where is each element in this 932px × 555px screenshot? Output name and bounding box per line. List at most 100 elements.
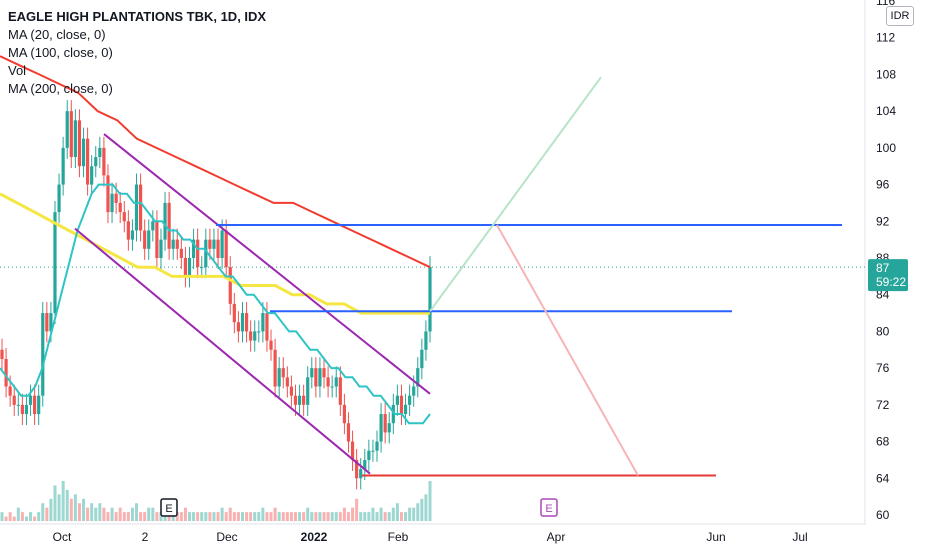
volume-bar [65,489,69,521]
volume-bar [4,516,8,521]
volume-bar [428,481,432,521]
legend-ma20[interactable]: MA (20, close, 0) [8,27,106,42]
candle-body [110,193,114,213]
volume-bar [424,494,428,521]
volume-bar [53,485,57,521]
volume-bar [69,498,73,521]
volume-bar [334,512,338,521]
candle-body [269,340,273,350]
candle-body [102,147,106,176]
volume-bar [216,512,220,521]
candle-body [24,404,29,415]
candle-body [220,230,224,258]
volume-bar [257,512,261,521]
volume-bar [212,512,216,521]
candle-body [318,368,322,387]
volume-bar [20,512,24,521]
volume-bar [188,512,192,521]
candle-body [285,377,289,387]
volume-bar [261,507,265,521]
candle-body [277,368,281,387]
candle-body [261,313,265,332]
volume-bar [391,507,395,521]
y-tick-label: 116 [876,0,895,8]
earnings-marker-label: E [545,503,552,515]
volume-bar [322,512,326,521]
candle-body [86,138,90,185]
volume-bar [395,503,399,521]
volume-bar [73,494,77,521]
legend-ma100[interactable]: MA (100, close, 0) [8,45,113,60]
y-tick-label: 68 [876,435,890,449]
candle-body [94,157,98,167]
volume-bar [383,512,387,521]
candle-body [122,212,126,222]
candle-body [403,404,408,415]
candle-body [175,239,179,249]
candle-body [224,230,228,268]
candle-body [228,267,232,304]
x-tick-label: Feb [388,530,409,544]
legend-vol[interactable]: Vol [8,63,27,78]
volume-bar [24,516,28,521]
candle-body [253,331,257,341]
volume-bar [314,512,318,521]
candle-body [20,404,24,415]
candle-body [334,377,338,387]
volume-bar [289,512,293,521]
candle-body [212,239,216,249]
candle-body [98,147,102,158]
candle-body [8,386,12,396]
volume-bar [126,512,130,521]
candle-body [155,221,159,258]
volume-bar [118,507,122,521]
volume-bar [285,512,289,521]
volume-bar [399,512,403,521]
volume-bar [86,507,90,521]
candle-body [310,368,314,378]
volume-bar [12,516,16,521]
volume-bar [175,512,179,521]
volume-bar [77,503,81,521]
y-tick-label: 80 [876,324,890,338]
volume-bar [371,507,375,521]
volume-bar [82,498,86,521]
volume-bar [98,503,102,521]
candle-body [0,349,4,359]
candle-body [106,175,110,213]
legend-ma200[interactable]: MA (200, close, 0) [8,81,113,96]
volume-bar [49,498,53,521]
volume-bar [33,516,37,521]
ma20-line [0,183,431,425]
currency-badge[interactable]: IDR [886,6,914,26]
candle-body [191,239,196,258]
candle-body [350,441,355,460]
volume-bar [367,512,371,521]
candle-body [187,258,192,277]
volume-bar [363,512,367,521]
volume-bar [240,512,244,521]
candle-body [367,450,371,460]
volume-bar [326,512,330,521]
candle-body [236,322,241,332]
candle-body [208,239,212,249]
candle-body [257,331,261,333]
volume-bar [151,507,155,521]
candle-body [28,395,33,405]
candle-body [391,404,395,424]
volume-bar [338,512,342,521]
price-badge-value: 87 [876,261,890,275]
candle-body [326,377,330,387]
candle-body [90,166,94,185]
candle-body [171,239,175,249]
candle-body [387,423,391,433]
y-tick-label: 108 [876,67,896,81]
volume-bar [94,507,98,521]
volume-bar [110,507,114,521]
candle-body [81,138,86,167]
candle-body [416,368,420,387]
candle-body [138,184,143,231]
volume-bar [0,512,4,521]
